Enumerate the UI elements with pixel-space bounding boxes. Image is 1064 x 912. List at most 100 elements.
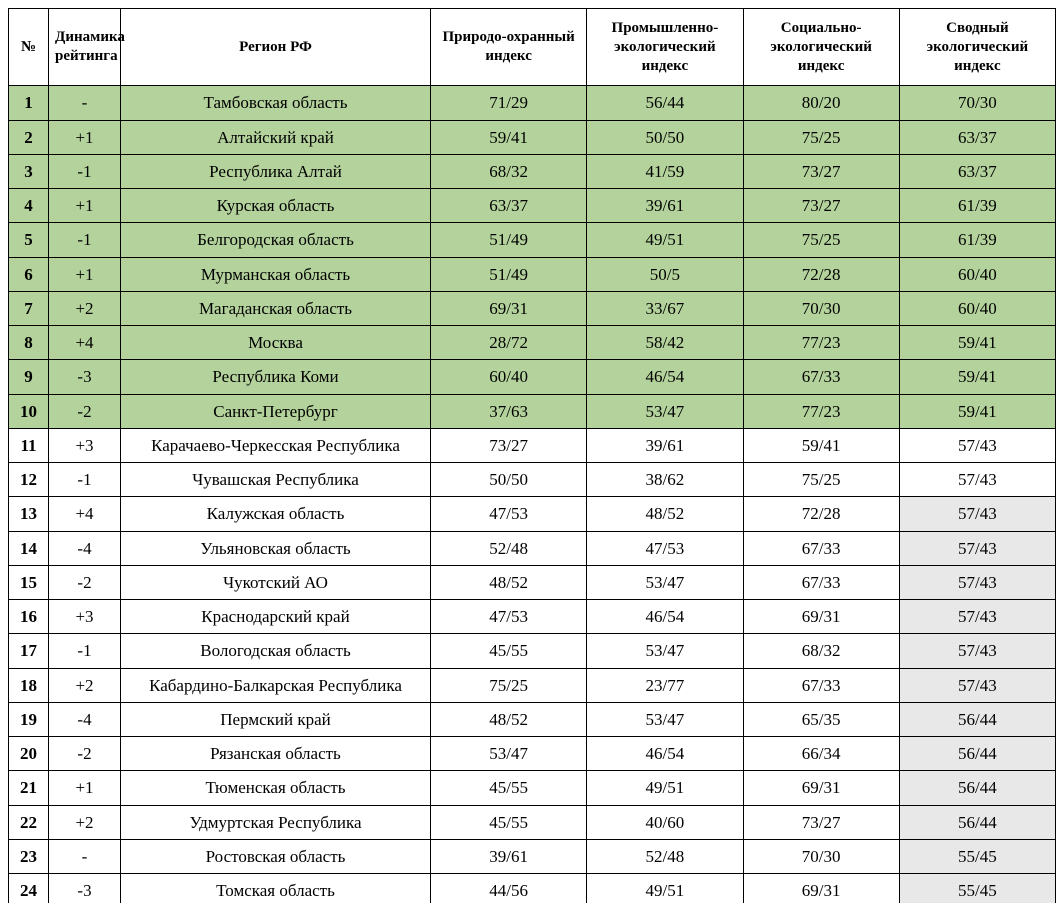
cell-sum: 57/43 xyxy=(899,634,1055,668)
cell-rank: 9 xyxy=(9,360,49,394)
cell-region: Пермский край xyxy=(121,702,431,736)
cell-region: Вологодская область xyxy=(121,634,431,668)
cell-region: Санкт-Петербург xyxy=(121,394,431,428)
table-row: 7+2Магаданская область69/3133/6770/3060/… xyxy=(9,291,1056,325)
cell-sum: 61/39 xyxy=(899,223,1055,257)
cell-ind: 47/53 xyxy=(587,531,743,565)
cell-soc: 69/31 xyxy=(743,771,899,805)
cell-soc: 66/34 xyxy=(743,737,899,771)
cell-sum: 57/43 xyxy=(899,600,1055,634)
cell-sum: 63/37 xyxy=(899,154,1055,188)
cell-dynamics: -2 xyxy=(49,394,121,428)
cell-sum: 55/45 xyxy=(899,839,1055,873)
cell-sum: 56/44 xyxy=(899,702,1055,736)
cell-rank: 24 xyxy=(9,874,49,905)
cell-env: 45/55 xyxy=(431,771,587,805)
cell-env: 39/61 xyxy=(431,839,587,873)
cell-rank: 13 xyxy=(9,497,49,531)
cell-env: 71/29 xyxy=(431,86,587,120)
table-row: 12-1Чувашская Республика50/5038/6275/255… xyxy=(9,463,1056,497)
cell-dynamics: -2 xyxy=(49,737,121,771)
cell-dynamics: +2 xyxy=(49,668,121,702)
cell-env: 53/47 xyxy=(431,737,587,771)
cell-env: 51/49 xyxy=(431,257,587,291)
table-row: 20-2Рязанская область53/4746/5466/3456/4… xyxy=(9,737,1056,771)
cell-ind: 58/42 xyxy=(587,326,743,360)
cell-env: 68/32 xyxy=(431,154,587,188)
cell-sum: 59/41 xyxy=(899,360,1055,394)
table-row: 16+3Краснодарский край47/5346/5469/3157/… xyxy=(9,600,1056,634)
cell-dynamics: - xyxy=(49,86,121,120)
table-header-row: № Динамика рейтинга Регион РФ Природо-ох… xyxy=(9,9,1056,86)
cell-rank: 2 xyxy=(9,120,49,154)
cell-dynamics: - xyxy=(49,839,121,873)
cell-rank: 1 xyxy=(9,86,49,120)
cell-ind: 46/54 xyxy=(587,600,743,634)
cell-soc: 67/33 xyxy=(743,565,899,599)
cell-ind: 49/51 xyxy=(587,771,743,805)
cell-ind: 48/52 xyxy=(587,497,743,531)
cell-env: 52/48 xyxy=(431,531,587,565)
cell-region: Рязанская область xyxy=(121,737,431,771)
cell-ind: 41/59 xyxy=(587,154,743,188)
header-env: Природо-охранный индекс xyxy=(431,9,587,86)
cell-ind: 53/47 xyxy=(587,702,743,736)
table-row: 17-1Вологодская область45/5553/4768/3257… xyxy=(9,634,1056,668)
cell-rank: 5 xyxy=(9,223,49,257)
table-row: 21+1Тюменская область45/5549/5169/3156/4… xyxy=(9,771,1056,805)
cell-dynamics: -1 xyxy=(49,634,121,668)
cell-env: 47/53 xyxy=(431,497,587,531)
cell-ind: 33/67 xyxy=(587,291,743,325)
cell-sum: 57/43 xyxy=(899,428,1055,462)
cell-soc: 59/41 xyxy=(743,428,899,462)
cell-ind: 49/51 xyxy=(587,223,743,257)
cell-soc: 77/23 xyxy=(743,326,899,360)
cell-env: 44/56 xyxy=(431,874,587,905)
cell-soc: 75/25 xyxy=(743,223,899,257)
cell-dynamics: -1 xyxy=(49,463,121,497)
cell-soc: 73/27 xyxy=(743,805,899,839)
cell-sum: 70/30 xyxy=(899,86,1055,120)
cell-dynamics: -4 xyxy=(49,531,121,565)
header-dynamics: Динамика рейтинга xyxy=(49,9,121,86)
cell-env: 75/25 xyxy=(431,668,587,702)
cell-sum: 55/45 xyxy=(899,874,1055,905)
cell-soc: 67/33 xyxy=(743,531,899,565)
cell-region: Мурманская область xyxy=(121,257,431,291)
cell-dynamics: -1 xyxy=(49,223,121,257)
cell-env: 45/55 xyxy=(431,634,587,668)
cell-ind: 56/44 xyxy=(587,86,743,120)
cell-rank: 11 xyxy=(9,428,49,462)
cell-rank: 17 xyxy=(9,634,49,668)
cell-env: 63/37 xyxy=(431,189,587,223)
cell-sum: 57/43 xyxy=(899,668,1055,702)
cell-ind: 46/54 xyxy=(587,737,743,771)
cell-env: 73/27 xyxy=(431,428,587,462)
table-row: 5-1Белгородская область51/4949/5175/2561… xyxy=(9,223,1056,257)
cell-region: Курская область xyxy=(121,189,431,223)
cell-rank: 21 xyxy=(9,771,49,805)
cell-ind: 39/61 xyxy=(587,189,743,223)
cell-rank: 15 xyxy=(9,565,49,599)
cell-soc: 67/33 xyxy=(743,668,899,702)
table-row: 10-2Санкт-Петербург37/6353/4777/2359/41 xyxy=(9,394,1056,428)
table-row: 15-2Чукотский АО48/5253/4767/3357/43 xyxy=(9,565,1056,599)
cell-sum: 59/41 xyxy=(899,394,1055,428)
cell-region: Магаданская область xyxy=(121,291,431,325)
cell-soc: 65/35 xyxy=(743,702,899,736)
table-row: 18+2Кабардино-Балкарская Республика75/25… xyxy=(9,668,1056,702)
cell-env: 69/31 xyxy=(431,291,587,325)
cell-rank: 6 xyxy=(9,257,49,291)
cell-rank: 10 xyxy=(9,394,49,428)
header-region: Регион РФ xyxy=(121,9,431,86)
cell-region: Удмуртская Республика xyxy=(121,805,431,839)
cell-region: Ульяновская область xyxy=(121,531,431,565)
cell-ind: 38/62 xyxy=(587,463,743,497)
cell-region: Алтайский край xyxy=(121,120,431,154)
cell-dynamics: -1 xyxy=(49,154,121,188)
cell-rank: 14 xyxy=(9,531,49,565)
cell-region: Кабардино-Балкарская Республика xyxy=(121,668,431,702)
cell-soc: 68/32 xyxy=(743,634,899,668)
cell-soc: 80/20 xyxy=(743,86,899,120)
cell-dynamics: -2 xyxy=(49,565,121,599)
